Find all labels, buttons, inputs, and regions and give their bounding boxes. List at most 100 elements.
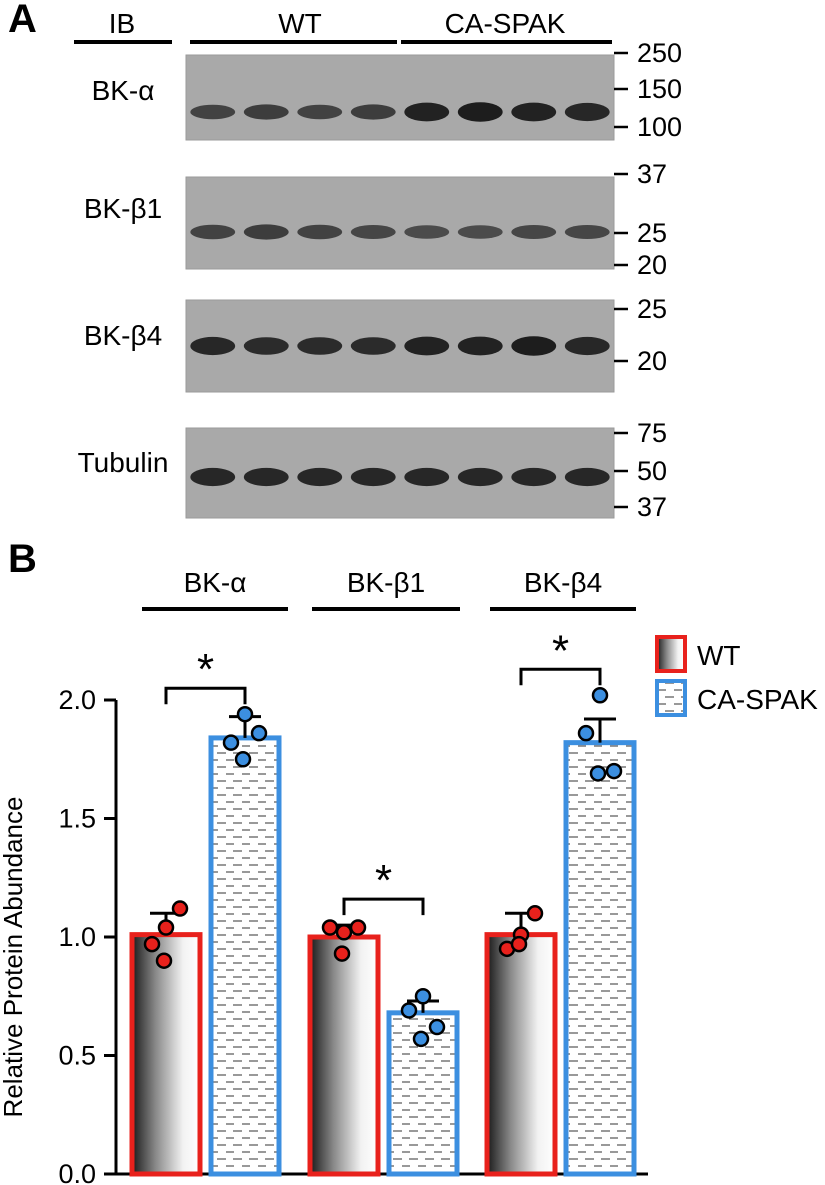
bar-chart: 0.0 0.5 1.0 1.5 2.0 Relative Protein Abundanc… (0, 567, 648, 1185)
blot-band (564, 225, 610, 239)
data-point (335, 924, 353, 941)
blot-band (190, 224, 236, 240)
blot-3: Tubulin 75 50 37 (78, 418, 667, 522)
y-tick-label: 1.0 (58, 922, 96, 952)
blot-band (297, 104, 343, 120)
category-label: BK-α (184, 567, 247, 598)
blot-label: Tubulin (78, 447, 169, 478)
blot-band (457, 336, 503, 356)
data-point (234, 751, 252, 768)
blot-band (404, 336, 450, 356)
blot-band (564, 467, 610, 487)
blot-label: BK-β4 (84, 320, 162, 351)
blot-border (185, 299, 615, 393)
blot-band (297, 224, 343, 240)
significance-star: * (197, 645, 214, 694)
mw-marker-label: 20 (637, 346, 667, 376)
panel-b-letter: B (8, 537, 37, 581)
blot-band (457, 225, 503, 239)
blot-label: BK-β1 (84, 193, 162, 224)
blot-membrane (186, 55, 614, 140)
data-point (222, 734, 240, 751)
mw-marker-label: 20 (637, 250, 667, 280)
blot-band (564, 102, 610, 122)
data-point (589, 765, 607, 782)
data-point (591, 687, 609, 704)
blot-band (511, 102, 557, 122)
data-point (157, 919, 175, 936)
blot-band (404, 225, 450, 239)
blot-0: BK-α 250 150 100 (92, 38, 683, 142)
data-point (526, 905, 544, 922)
panel-a-letter: A (8, 0, 37, 41)
wt-group-label: WT (278, 8, 322, 39)
mw-marker-label: 50 (637, 456, 667, 486)
data-point (412, 1030, 430, 1048)
mw-marker-label: 37 (637, 492, 667, 522)
significance-bracket (164, 686, 247, 705)
mw-marker-label: 75 (637, 418, 667, 448)
data-point (143, 935, 161, 953)
data-point (155, 952, 173, 969)
blot-band (243, 467, 289, 487)
data-point (171, 900, 189, 917)
blot-band (404, 102, 450, 122)
blot-band (243, 104, 289, 120)
blot-band (297, 467, 343, 487)
blot-band (511, 336, 557, 356)
blot-band (404, 467, 450, 487)
significance-star: * (552, 626, 569, 675)
blot-2: BK-β4 25 20 (84, 294, 667, 393)
data-point (400, 1002, 418, 1019)
blot-band (243, 337, 289, 355)
legend-label-wt: WT (697, 640, 741, 671)
legend-label-ca-spak: CA-SPAK (697, 684, 818, 715)
blot-border (185, 176, 615, 270)
category-label: BK-β4 (524, 567, 602, 598)
blot-band (190, 336, 236, 356)
blot-band (297, 337, 343, 355)
ib-label: IB (109, 8, 135, 39)
category-label: BK-β1 (347, 567, 425, 598)
blot-label: BK-α (92, 75, 155, 106)
blot-band (243, 224, 289, 240)
blot-band (511, 467, 557, 487)
blot-band (457, 102, 503, 122)
blot-band (350, 225, 396, 239)
blot-band (564, 336, 610, 356)
western-blots: BK-α250150100BK-β1372520BK-β42520Tubulin… (78, 38, 682, 522)
blot-band (350, 467, 396, 487)
y-tick-label: 0.0 (58, 1159, 96, 1185)
data-point (577, 724, 595, 742)
data-point (605, 762, 623, 780)
y-tick-label: 1.5 (58, 804, 96, 834)
legend: WT CA-SPAK (655, 635, 818, 717)
mw-marker-label: 37 (637, 159, 667, 189)
y-axis-label: Relative Protein Abundance (0, 797, 28, 1118)
data-point (236, 705, 254, 723)
data-point (349, 919, 367, 936)
blot-band (350, 104, 396, 120)
blot-membrane (186, 177, 614, 269)
data-point (428, 1018, 446, 1036)
data-point (510, 935, 528, 953)
mw-marker-label: 25 (637, 218, 667, 248)
blot-band (457, 467, 503, 487)
data-point (414, 988, 432, 1005)
blot-band (190, 104, 236, 120)
mw-marker-label: 25 (637, 294, 667, 324)
mw-marker-label: 250 (637, 38, 682, 68)
blot-band (190, 467, 236, 487)
significance-star: * (375, 856, 392, 905)
significance-bracket (519, 667, 602, 686)
blot-band (511, 225, 557, 239)
significance-bracket (342, 897, 425, 916)
bar-ca-spak (208, 735, 282, 1177)
legend-swatch-wt (655, 635, 687, 673)
mw-marker-label: 100 (637, 112, 682, 142)
y-tick-label: 0.5 (58, 1041, 96, 1071)
mw-marker-label: 150 (637, 74, 682, 104)
blot-border (185, 427, 615, 519)
